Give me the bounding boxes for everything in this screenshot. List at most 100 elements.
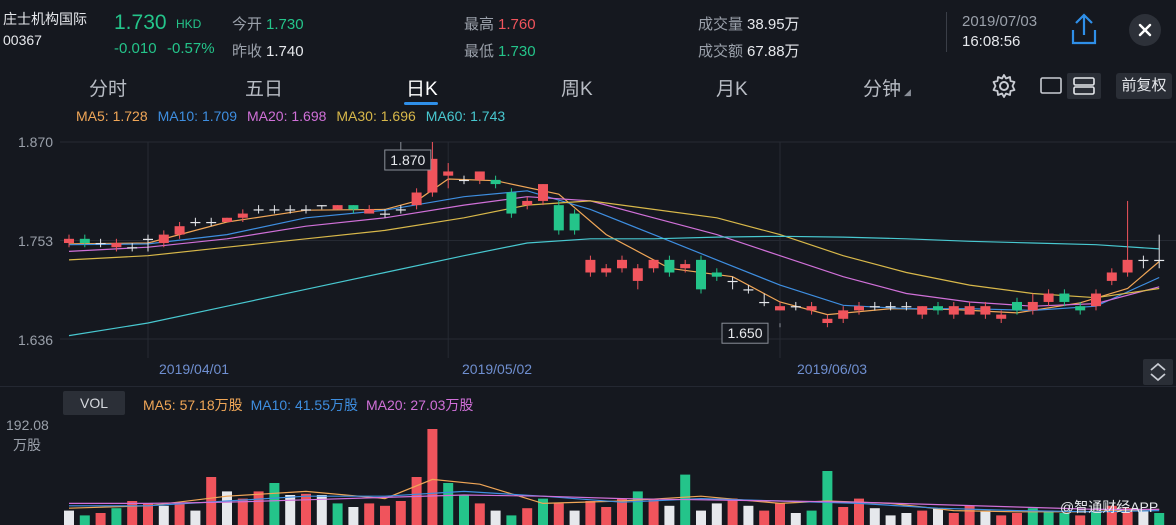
volume-value: 38.95万 (747, 16, 800, 33)
volume-bar-0 (64, 510, 74, 525)
current-price: 1.730 (114, 11, 167, 34)
candle-body-11 (237, 213, 248, 218)
candle-body-19 (364, 209, 375, 214)
vol-ma-line-ma20 (69, 494, 1160, 511)
candle-body-20 (380, 213, 390, 215)
share-upload-icon[interactable] (1068, 12, 1100, 46)
volume-bar-4 (127, 501, 138, 525)
ma-line-ma5 (68, 178, 1160, 316)
candle-body-55 (933, 306, 943, 311)
layout-split-icon[interactable] (1067, 73, 1101, 99)
candle-body-0 (64, 238, 74, 244)
tab-monthly-k[interactable]: 月K (716, 79, 748, 100)
prev-close-label: 昨收 (232, 43, 263, 60)
ma-line-ma10 (68, 190, 1160, 312)
price-change-pct: -0.57% (167, 40, 215, 57)
candle-body-41 (711, 272, 722, 277)
candle-body-9 (206, 221, 217, 224)
candle-body-39 (680, 264, 691, 269)
candle-body-49 (838, 310, 849, 319)
tab-weekly-k[interactable]: 周K (561, 79, 593, 100)
vol-ma-line-ma10 (69, 490, 1160, 513)
tab-daily-k[interactable]: 日K (406, 79, 438, 100)
forward-adjust-button[interactable]: 前复权 (1116, 73, 1172, 99)
candle-body-21 (395, 209, 406, 211)
candle-body-27 (490, 179, 501, 185)
volume-bar-44 (759, 510, 770, 525)
candle-body-48 (822, 318, 833, 324)
volume-bar-67 (1122, 508, 1133, 525)
candle-body-23 (427, 158, 438, 193)
volume-label: 成交量 (698, 16, 744, 33)
tab-minute[interactable]: 分钟 ◢ (863, 74, 911, 101)
tab-intraday[interactable]: 分时 (89, 79, 128, 100)
vol-max-value: 192.08 (6, 417, 49, 433)
candle-body-68 (1138, 259, 1149, 262)
volume-bar-19 (364, 503, 375, 525)
candle-body-6 (158, 234, 169, 244)
volume-bar-46 (790, 513, 801, 525)
vol-indicator-button[interactable]: VOL (63, 391, 125, 415)
volume-bar-29 (522, 508, 533, 525)
volume-bar-40 (696, 510, 706, 525)
layout-single-icon[interactable] (1035, 73, 1067, 99)
volume-bar-62 (1043, 510, 1054, 525)
volume-bar-60 (1012, 513, 1022, 525)
candle-body-52 (885, 306, 896, 308)
candle-body-42 (727, 280, 738, 283)
candle-body-32 (569, 213, 580, 231)
stock-name: 庄士机构国际 (3, 11, 87, 27)
candle-body-15 (301, 209, 311, 211)
candlestick-chart[interactable]: 1.870 1.650 (0, 128, 1176, 358)
candle-body-43 (743, 289, 754, 291)
candle-body-63 (1059, 293, 1070, 302)
candle-body-44 (759, 301, 770, 304)
expand-collapse-icon[interactable] (1143, 359, 1173, 385)
volume-bar-13 (269, 483, 280, 525)
candle-body-31 (553, 205, 564, 231)
ma-line-ma30 (68, 200, 1160, 299)
volume-bar-18 (348, 507, 359, 525)
candle-body-22 (411, 192, 422, 206)
volume-ma-lines (68, 478, 1160, 513)
volume-bar-61 (1027, 508, 1038, 525)
volume-bar-9 (206, 477, 217, 525)
volume-stat: 成交量 38.95万 (698, 13, 800, 34)
candles (64, 142, 1165, 328)
period-tabs: 分时 五日 日K 周K 月K 分钟 ◢ (0, 62, 1176, 108)
candle-body-4 (127, 247, 138, 249)
high-stat: 最高 1.760 (464, 13, 536, 34)
candle-body-65 (1091, 293, 1101, 307)
volume-bar-45 (775, 503, 785, 525)
volume-bar-48 (822, 471, 833, 525)
currency-label: HKD (176, 17, 202, 31)
volume-bar-35 (617, 498, 627, 525)
volume-chart[interactable] (0, 420, 1176, 525)
candle-body-59 (996, 314, 1007, 319)
gear-icon[interactable] (990, 72, 1018, 100)
low-label: 最低 (464, 43, 495, 60)
volume-bar-49 (838, 507, 849, 525)
tab-minute-label: 分钟 (863, 79, 902, 100)
candle-body-67 (1122, 259, 1133, 273)
price-annotations: 1.870 1.650 (384, 142, 781, 344)
candle-body-34 (601, 268, 612, 273)
volume-bar-55 (933, 508, 943, 525)
annotation-box-1 (721, 322, 769, 344)
candle-body-12 (253, 209, 264, 211)
volume-bar-52 (885, 515, 896, 525)
candle-body-69 (1154, 259, 1165, 262)
close-icon[interactable] (1129, 14, 1161, 46)
tab-five-day[interactable]: 五日 (245, 79, 284, 100)
candle-body-29 (522, 200, 533, 206)
volume-bar-21 (395, 501, 406, 525)
volume-bar-37 (648, 498, 659, 525)
volume-bar-54 (917, 510, 928, 525)
price-change: -0.010 (114, 40, 157, 57)
y-tick-mid: 1.753 (18, 233, 54, 249)
volume-bar-53 (901, 513, 912, 525)
vol-ma5-legend: MA5: 57.18万股 (143, 397, 243, 413)
candle-body-45 (775, 306, 785, 311)
volume-bar-41 (711, 503, 722, 525)
header-divider (946, 12, 947, 52)
